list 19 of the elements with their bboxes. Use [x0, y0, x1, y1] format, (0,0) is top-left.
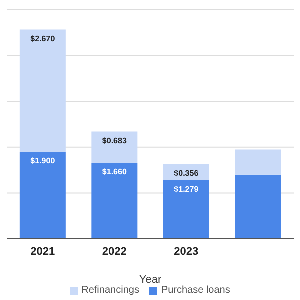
bar	[20, 30, 66, 152]
data-label: $0.356	[174, 168, 200, 178]
x-tick-label: 2023	[174, 246, 199, 258]
bar	[20, 152, 66, 239]
x-tick-label: 2021	[30, 246, 56, 258]
data-label: $1.660	[102, 168, 128, 177]
bar	[235, 174, 282, 239]
x-tick-label: 2022	[102, 246, 127, 258]
bar	[235, 150, 282, 175]
bar	[92, 162, 138, 239]
x-axis-title: Year	[139, 274, 162, 286]
bar	[92, 132, 138, 163]
data-label: $0.683	[102, 136, 128, 146]
legend-label: Refinancings	[80, 285, 140, 296]
bar	[163, 180, 210, 239]
data-label: $2.670	[30, 34, 56, 44]
data-label: $1.900	[30, 156, 56, 166]
data-label: $1.279	[174, 185, 200, 194]
legend-label: Purchase loans	[160, 285, 230, 296]
